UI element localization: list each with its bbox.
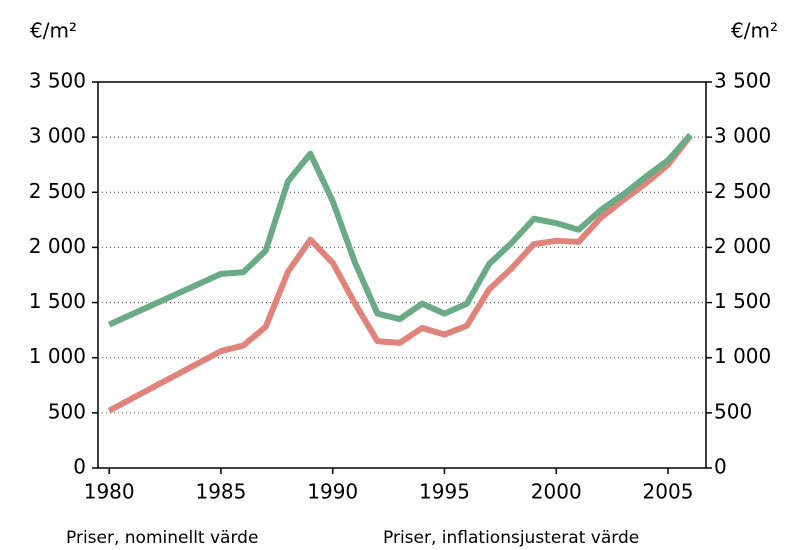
y-tick-label: 3 500 xyxy=(29,69,86,93)
data-line xyxy=(107,132,693,328)
y2-tick-label: 1 500 xyxy=(714,289,771,313)
legend-label: Priser, inflationsjusterat värde xyxy=(383,528,639,548)
y2-tick-label: 3 000 xyxy=(714,124,771,148)
x-tick-label: 2005 xyxy=(643,480,694,504)
y-tick-label: 2 500 xyxy=(29,179,86,203)
y2-tick-label: 3 500 xyxy=(714,69,771,93)
data-line xyxy=(107,134,693,414)
y2-tick-label: 1 000 xyxy=(714,344,771,368)
y2-tick-label: 0 xyxy=(714,455,727,479)
x-tick-label: 1995 xyxy=(419,480,470,504)
y2-tick-label: 2 500 xyxy=(714,179,771,203)
y-tick-label: 1 000 xyxy=(29,344,86,368)
x-tick-label: 1980 xyxy=(84,480,135,504)
y-tick-label: 500 xyxy=(48,399,86,423)
y2-tick-label: 2 000 xyxy=(714,234,771,258)
y2-axis-label: €/m² xyxy=(731,19,778,43)
y-tick-label: 0 xyxy=(73,455,86,479)
legend-label: Priser, nominellt värde xyxy=(66,528,258,548)
y-tick-label: 1 500 xyxy=(29,289,86,313)
y-tick-label: 3 000 xyxy=(29,124,86,148)
plot-frame xyxy=(97,81,707,469)
x-tick-label: 1985 xyxy=(195,480,246,504)
x-tick-label: 1990 xyxy=(307,480,358,504)
y-axis-label: €/m² xyxy=(30,19,77,43)
x-tick-label: 2000 xyxy=(531,480,582,504)
y-tick-label: 2 000 xyxy=(29,234,86,258)
y2-tick-label: 500 xyxy=(714,399,752,423)
